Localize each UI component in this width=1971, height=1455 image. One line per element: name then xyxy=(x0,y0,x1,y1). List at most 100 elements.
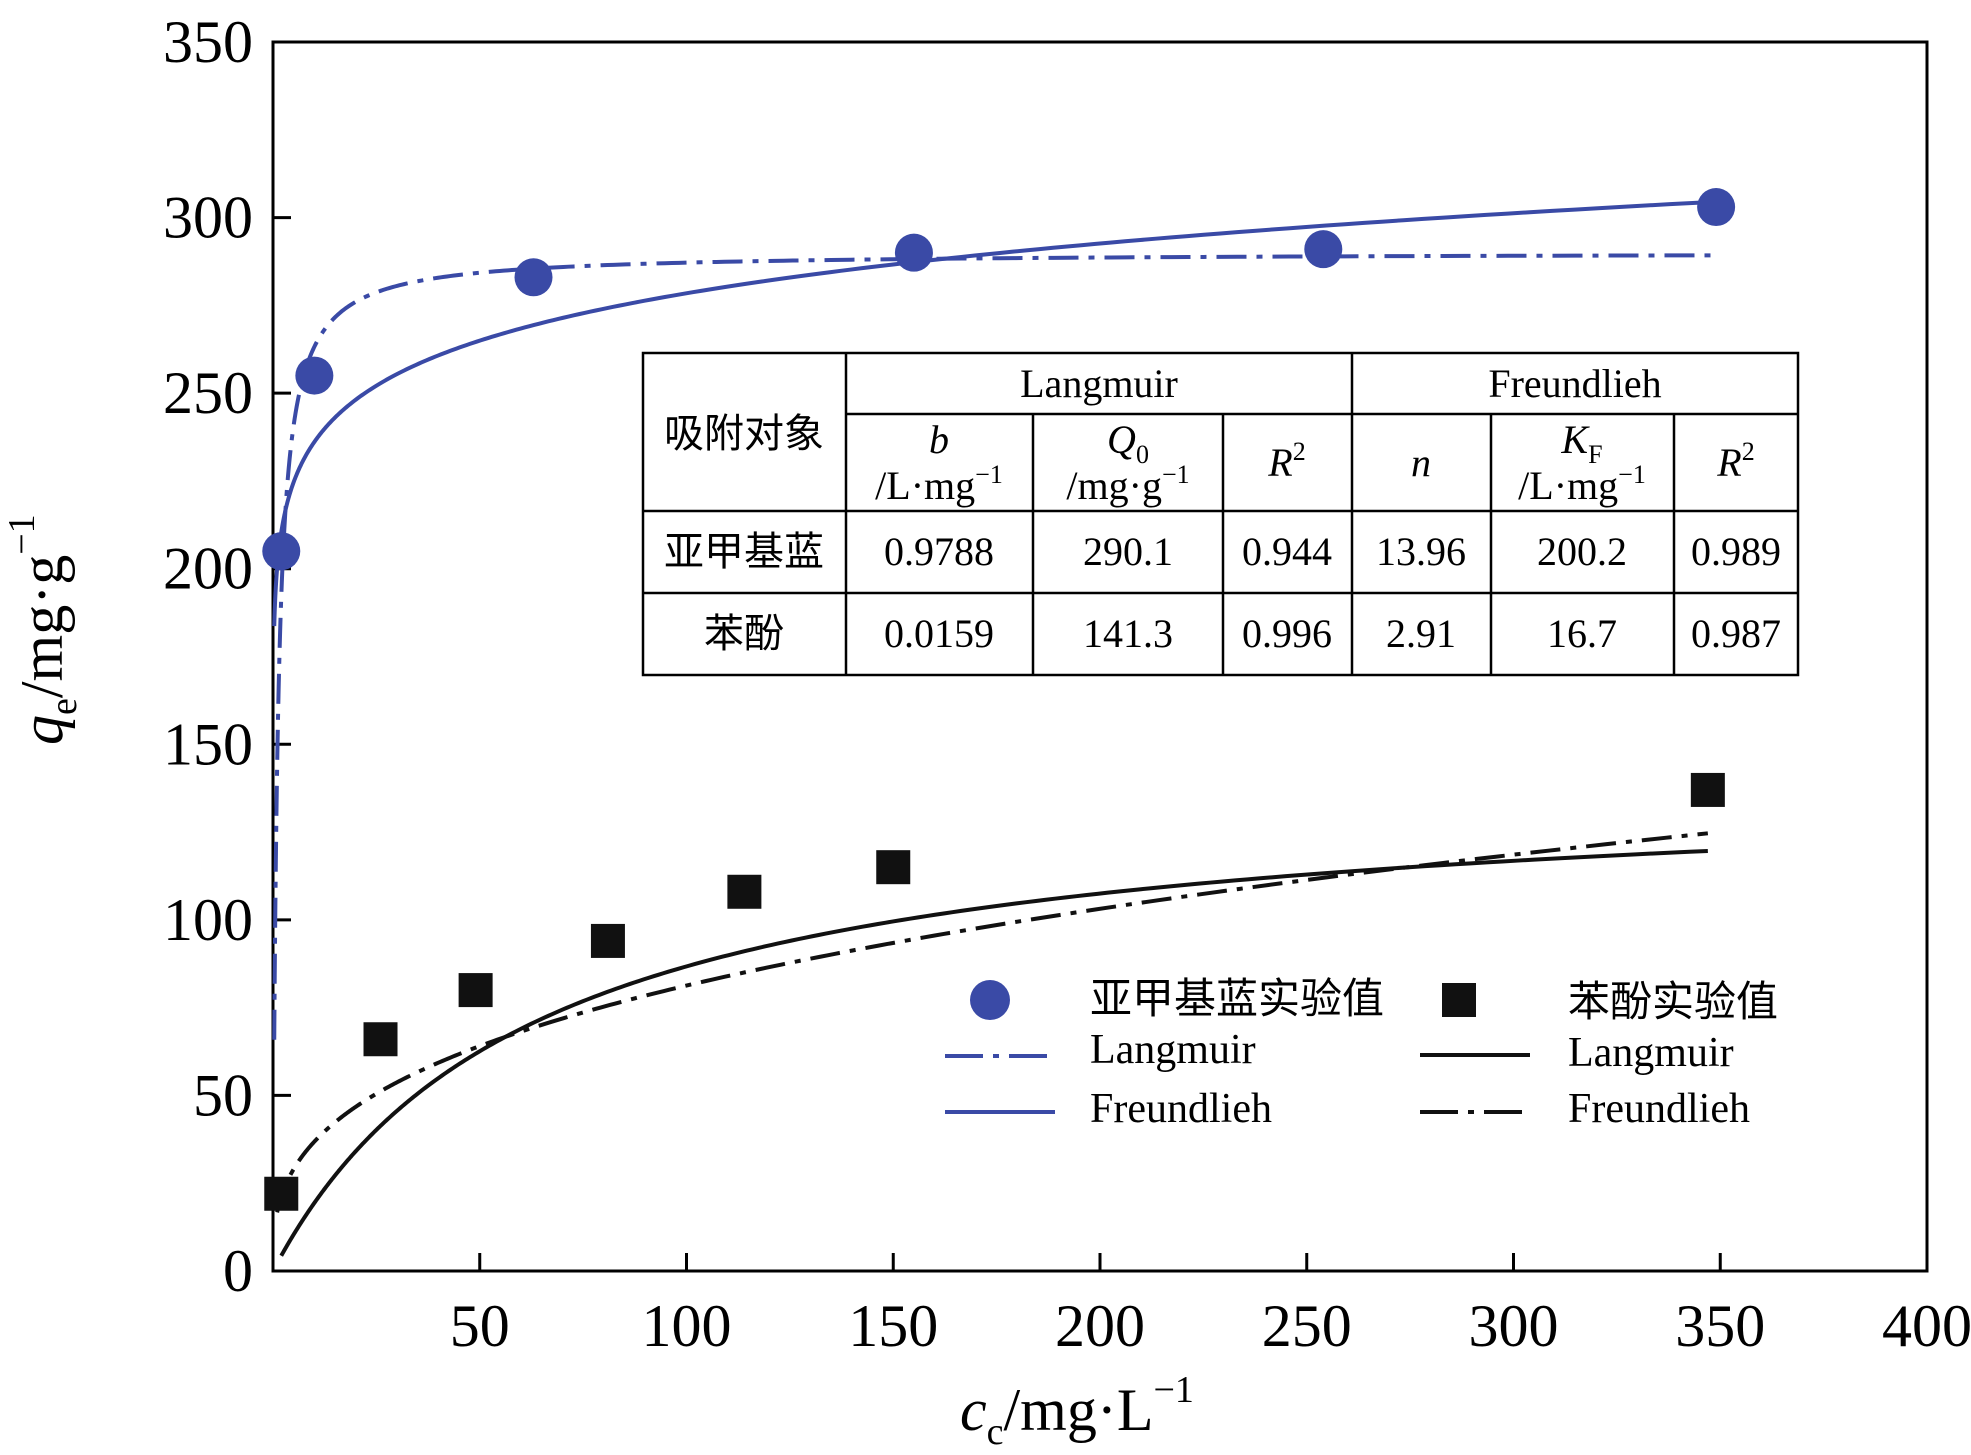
y-axis-unit-sup: −1 xyxy=(1,514,43,554)
legend-label-black-freundlich: Freundlieh xyxy=(1568,1086,1750,1132)
table-cell: 2.91 xyxy=(1386,611,1456,656)
col-unit-sup: −1 xyxy=(1618,460,1646,489)
table-col-symbol: b xyxy=(929,417,949,462)
phenol-langmuir-curve xyxy=(279,848,1708,1257)
point-methylene-blue xyxy=(1304,230,1343,269)
table-cell: 141.3 xyxy=(1083,611,1173,656)
legend: 亚甲基蓝实验值 Langmuir Freundlieh 苯酚实验值 Langmu… xyxy=(945,976,1778,1132)
table-col-symbol: n xyxy=(1411,440,1431,485)
legend-black-square-marker xyxy=(1442,983,1476,1017)
col-symbol: n xyxy=(1411,440,1431,485)
col-symbol-sup: 2 xyxy=(1742,437,1755,466)
col-unit-sup: −1 xyxy=(975,460,1003,489)
table-cell: 0.944 xyxy=(1242,529,1332,574)
legend-label-blue-freundlich: Freundlieh xyxy=(1090,1086,1272,1132)
x-tick-label: 350 xyxy=(1675,1293,1765,1359)
x-tick-label: 100 xyxy=(642,1293,732,1359)
table-cell: 13.96 xyxy=(1376,529,1466,574)
point-phenol xyxy=(1690,772,1725,807)
col-symbol: R xyxy=(1716,440,1741,485)
y-tick-label: 150 xyxy=(163,711,253,777)
col-symbol: R xyxy=(1267,440,1292,485)
y-axis-symbol-sub: e xyxy=(43,698,85,715)
x-tick-label: 150 xyxy=(848,1293,938,1359)
y-axis-title: qe/mg·g−1 xyxy=(1,514,85,745)
table-header-object: 吸附对象 xyxy=(664,411,824,456)
table-cell: 0.989 xyxy=(1691,529,1781,574)
table-col-symbol: R2 xyxy=(1267,437,1305,485)
legend-label-blue-langmuir: Langmuir xyxy=(1090,1027,1256,1073)
y-tick-label: 200 xyxy=(163,536,253,602)
table-column-headers: b/L·mg−1Q0/mg·g−1 R2 nKF/L·mg−1 R2 xyxy=(875,417,1755,508)
table-cell: 0.0159 xyxy=(884,611,994,656)
table-cell: 16.7 xyxy=(1547,611,1617,656)
col-unit: /L·mg xyxy=(1518,463,1618,508)
col-unit: /mg·g xyxy=(1066,463,1162,508)
point-phenol xyxy=(876,850,911,885)
x-axis-symbol: c xyxy=(960,1377,987,1443)
table-header-langmuir: Langmuir xyxy=(1020,361,1178,406)
y-tick-label: 100 xyxy=(163,887,253,953)
col-symbol-sub: 0 xyxy=(1136,440,1149,469)
table-col-symbol: R2 xyxy=(1716,437,1754,485)
point-phenol xyxy=(264,1176,299,1211)
y-axis-unit: /mg·g xyxy=(9,555,75,698)
x-tick-label: 50 xyxy=(450,1293,510,1359)
table-header-freundlich: Freundlieh xyxy=(1488,361,1661,406)
x-axis-unit-sup: −1 xyxy=(1154,1369,1194,1411)
table-row-name: 亚甲基蓝 xyxy=(664,529,824,574)
x-tick-label: 400 xyxy=(1882,1293,1971,1359)
point-phenol xyxy=(590,923,625,958)
point-phenol xyxy=(727,874,762,909)
point-methylene-blue xyxy=(1697,188,1736,227)
legend-label-black-points: 苯酚实验值 xyxy=(1568,979,1778,1026)
table-cell: 290.1 xyxy=(1083,529,1173,574)
table-cell: 0.996 xyxy=(1242,611,1332,656)
y-tick-label: 0 xyxy=(223,1238,253,1304)
table-col-unit: /L·mg−1 xyxy=(875,460,1003,508)
col-unit: /L·mg xyxy=(875,463,975,508)
col-unit-sup: −1 xyxy=(1162,460,1190,489)
x-axis-title: cc/mg·L−1 xyxy=(960,1369,1194,1450)
point-methylene-blue xyxy=(262,532,301,571)
col-symbol: b xyxy=(929,417,949,462)
table-col-symbol: Q0 xyxy=(1107,417,1149,469)
point-phenol xyxy=(363,1022,398,1057)
table-col-symbol: KF xyxy=(1560,417,1602,469)
point-methylene-blue xyxy=(514,258,553,297)
axis-ticks: 0 50 100 150 200 250 300 350 50 100 150 200 250 300 35… xyxy=(163,9,1971,1359)
y-tick-label: 250 xyxy=(163,360,253,426)
col-symbol-sup: 2 xyxy=(1293,437,1306,466)
point-phenol xyxy=(458,973,493,1008)
legend-label-blue-points: 亚甲基蓝实验值 xyxy=(1090,976,1384,1023)
col-symbol-sub: F xyxy=(1588,440,1602,469)
y-tick-label: 50 xyxy=(193,1062,253,1128)
legend-blue-circle-marker xyxy=(970,980,1010,1020)
point-methylene-blue xyxy=(894,233,933,272)
y-axis-symbol: q xyxy=(9,715,75,745)
table-cell: 0.987 xyxy=(1691,611,1781,656)
methylene-blue-langmuir-curve xyxy=(272,253,1721,1040)
x-axis-symbol-sub: c xyxy=(987,1411,1004,1450)
table-cell: 200.2 xyxy=(1537,529,1627,574)
parameter-table: 吸附对象 Langmuir Freundlieh b/L·mg−1Q0/mg·g… xyxy=(641,351,1800,677)
x-tick-label: 300 xyxy=(1469,1293,1559,1359)
table-col-unit: /L·mg−1 xyxy=(1518,460,1646,508)
phenol-freundlich-curve xyxy=(275,831,1709,1213)
x-axis-unit: /mg·L xyxy=(1004,1377,1154,1443)
table-cell: 0.9788 xyxy=(884,529,994,574)
data-points xyxy=(262,188,1736,1211)
table-rows: 亚甲基蓝 0.9788 290.1 0.944 13.96 200.2 0.989 苯酚 0.0… xyxy=(664,529,1781,656)
point-methylene-blue xyxy=(295,356,334,395)
y-tick-label: 350 xyxy=(163,9,253,75)
legend-label-black-langmuir: Langmuir xyxy=(1568,1030,1734,1076)
col-symbol: K xyxy=(1560,417,1590,462)
x-tick-label: 200 xyxy=(1055,1293,1145,1359)
table-col-unit: /mg·g−1 xyxy=(1066,460,1189,508)
table-row-name: 苯酚 xyxy=(704,611,784,656)
x-tick-label: 250 xyxy=(1262,1293,1352,1359)
col-symbol: Q xyxy=(1107,417,1136,462)
y-tick-label: 300 xyxy=(163,185,253,251)
